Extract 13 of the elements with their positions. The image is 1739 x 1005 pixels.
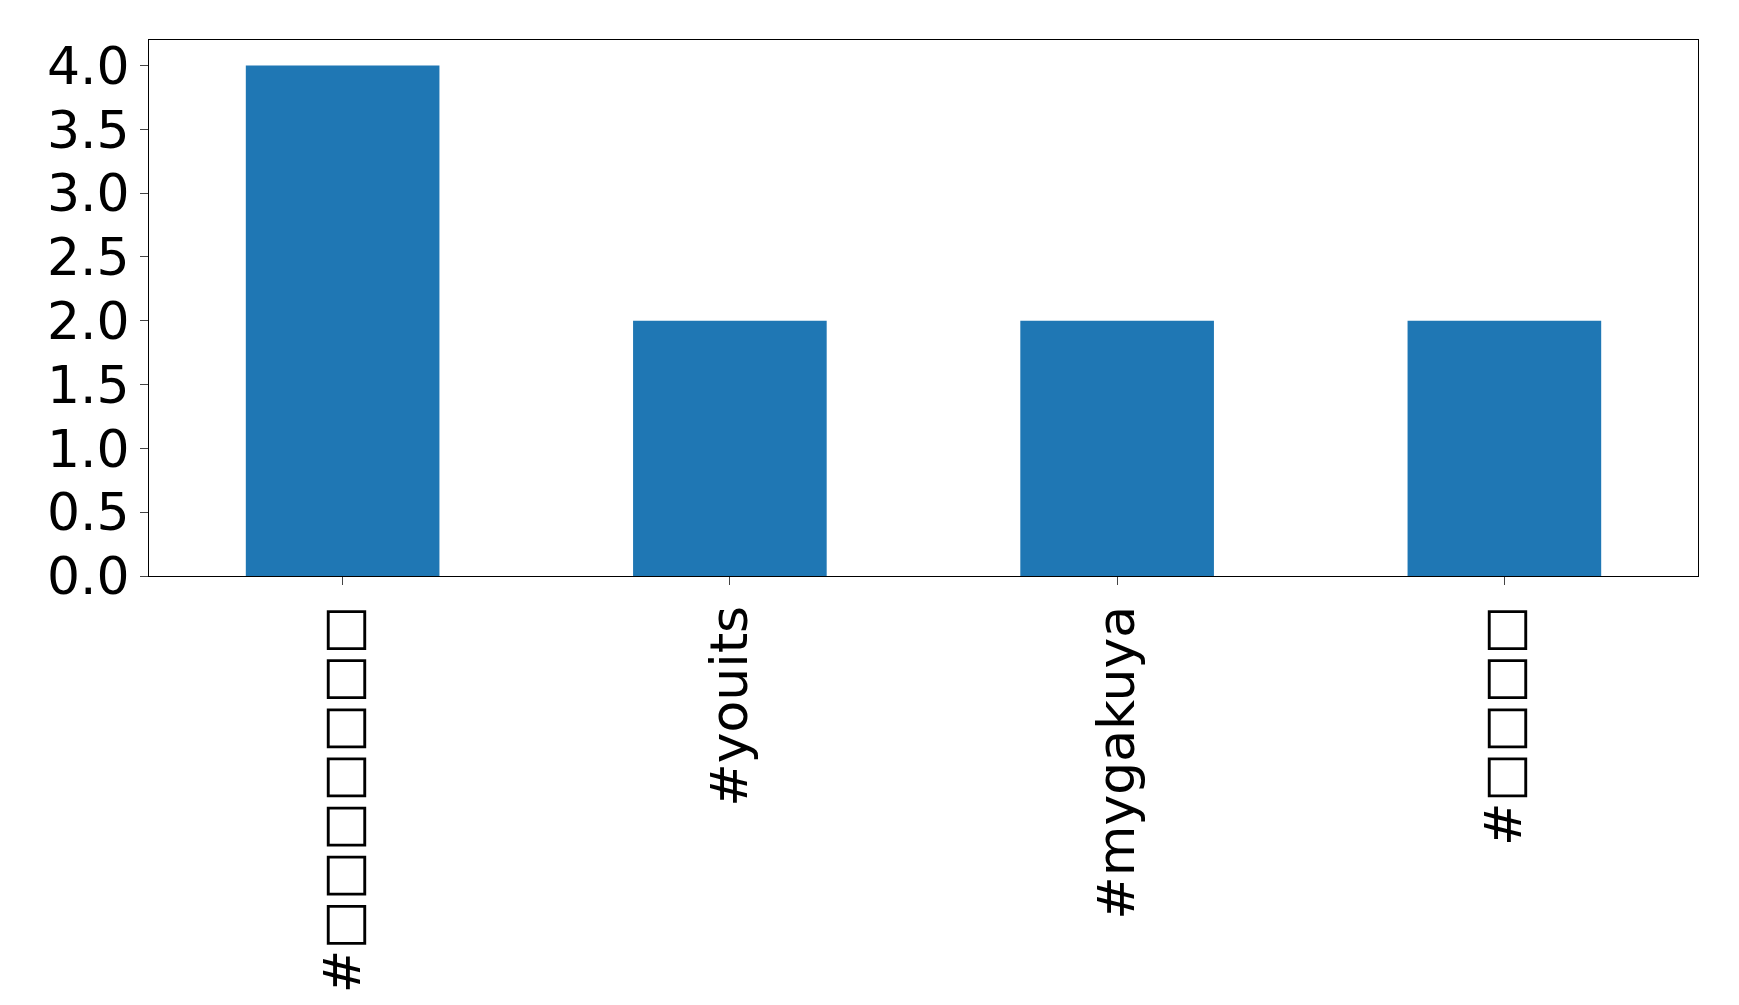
y-tick-label: 0.5 <box>46 482 130 543</box>
x-tick-label: #youits <box>698 605 759 807</box>
x-tick-label: #□□□□ <box>1473 605 1534 846</box>
x-tick-label: #mygakuya <box>1086 605 1147 920</box>
y-tick-label: 1.0 <box>46 418 130 479</box>
y-tick-label: 3.0 <box>46 163 130 224</box>
y-tick-label: 0.0 <box>46 546 130 607</box>
x-tick-label: #□□□□□□□ <box>311 605 372 994</box>
y-tick-label: 4.0 <box>46 35 130 96</box>
y-tick-label: 2.0 <box>46 290 130 351</box>
y-tick-label: 2.5 <box>46 227 130 288</box>
y-tick-label: 1.5 <box>46 354 130 415</box>
y-tick-label: 3.5 <box>46 99 130 160</box>
